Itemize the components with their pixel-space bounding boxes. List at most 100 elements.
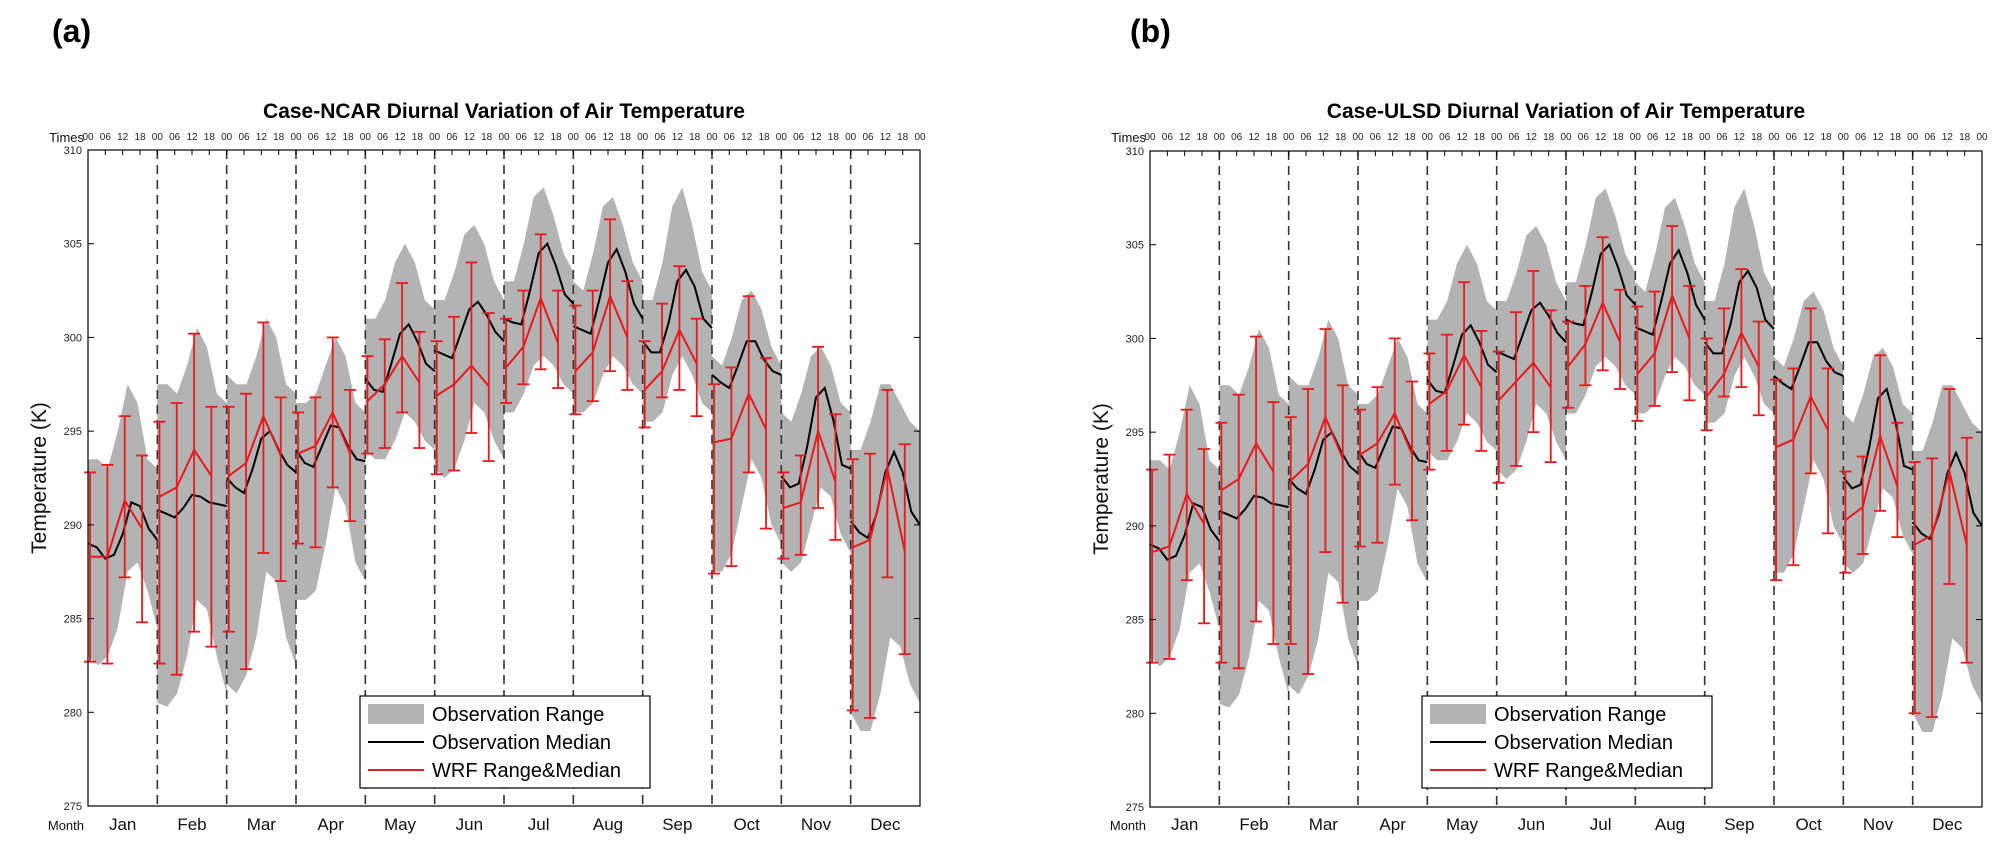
hour-tick-label: 12 [1456, 132, 1468, 143]
wrf-range-errorbar [1908, 461, 1921, 715]
y-tick-label: 305 [1126, 240, 1144, 252]
obs-median-line-oct [711, 340, 782, 390]
obs-range-band-oct [1774, 291, 1844, 573]
wrf-range-errorbar [1804, 307, 1817, 475]
hour-tick-label: 06 [1786, 132, 1798, 143]
hour-tick-label: 00 [1144, 132, 1156, 143]
wrf-range-errorbar [829, 413, 842, 541]
month-label-jun: Jun [456, 815, 483, 834]
obs-median-line-jul [503, 241, 575, 326]
hour-tick-label: 06 [1855, 132, 1867, 143]
wrf-range-errorbar [378, 338, 391, 449]
hour-tick-label: 18 [620, 132, 632, 143]
wrf-range-errorbar [465, 261, 478, 434]
hour-tick-label: 00 [1630, 132, 1642, 143]
hour-tick-label: 18 [1959, 132, 1971, 143]
hour-tick-label: 06 [377, 132, 389, 143]
wrf-range-errorbar [1475, 330, 1488, 452]
hour-tick-label: 00 [1907, 132, 1919, 143]
wrf-median-line-jul [505, 295, 560, 369]
hour-tick-label: 18 [828, 132, 840, 143]
legend: Observation Range Observation Median WRF R… [1421, 695, 1713, 789]
hour-tick-label: 06 [654, 132, 666, 143]
hour-tick-label: 06 [585, 132, 597, 143]
hour-tick-label: 00 [1422, 132, 1434, 143]
top-axis-label: Times [49, 130, 84, 145]
y-tick-label: 300 [1126, 333, 1144, 345]
month-label-jul: Jul [528, 815, 550, 834]
wrf-median-line-jul [1567, 300, 1622, 368]
y-tick-label: 300 [64, 332, 82, 344]
hour-tick-label: 00 [82, 132, 94, 143]
hour-tick-label: 18 [481, 132, 493, 143]
hour-tick-label: 00 [568, 132, 580, 143]
legend-label-obs-median: Observation Median [1494, 732, 1673, 754]
hour-tick-label: 00 [429, 132, 441, 143]
hour-tick-label: 06 [1439, 132, 1451, 143]
wrf-range-errorbar [240, 392, 253, 671]
hour-tick-label: 12 [117, 132, 129, 143]
obs-range-band-jul [1566, 188, 1636, 414]
hour-tick-label: 12 [1803, 132, 1815, 143]
hour-tick-label: 00 [290, 132, 302, 143]
chart-title: Case-NCAR Diurnal Variation of Air Tempe… [263, 100, 745, 123]
obs-range-band-jun [434, 224, 504, 478]
chart-panel-a: (a) Case-NCAR Diurnal Variation of Air Te… [28, 13, 926, 834]
wrf-range-errorbar [1267, 401, 1280, 645]
y-tick-label: 310 [64, 145, 82, 157]
wrf-range-errorbar [1423, 352, 1436, 471]
wrf-range-errorbar [1544, 309, 1557, 464]
obs-median-line-dec [849, 449, 921, 540]
wrf-range-errorbar [1458, 281, 1471, 426]
obs-median-line-dec [1911, 450, 1983, 541]
wrf-range-errorbar [1752, 320, 1765, 417]
hour-tick-label: 18 [1543, 132, 1555, 143]
wrf-range-errorbar [309, 396, 322, 549]
hour-tick-label: 18 [412, 132, 424, 143]
obs-range-band-jan [1150, 385, 1220, 667]
y-tick-label: 295 [1126, 427, 1144, 439]
top-axis-label: Times [1111, 130, 1146, 145]
hour-tick-label: 12 [672, 132, 684, 143]
legend-swatch-obs-range [368, 704, 424, 724]
wrf-range-errorbar [396, 282, 409, 414]
hour-tick-label: 06 [862, 132, 874, 143]
hour-tick-label: 06 [1647, 132, 1659, 143]
hour-tick-label: 18 [1890, 132, 1902, 143]
legend: Observation Range Observation Median WRF R… [359, 695, 651, 789]
hour-tick-label: 12 [1526, 132, 1538, 143]
hour-tick-label: 06 [1508, 132, 1520, 143]
hour-tick-label: 00 [706, 132, 718, 143]
wrf-range-errorbar [777, 471, 790, 560]
hour-tick-label: 12 [394, 132, 406, 143]
hour-tick-label: 06 [724, 132, 736, 143]
wrf-median-line-nov [1844, 432, 1899, 521]
wrf-range-errorbar [1215, 421, 1228, 664]
wrf-range-errorbar [569, 304, 582, 416]
hour-tick-label: 12 [1179, 132, 1191, 143]
wrf-range-errorbar [638, 340, 651, 429]
wrf-range-errorbar [1284, 416, 1297, 645]
hour-tick-label: 18 [1404, 132, 1416, 143]
hour-tick-label: 18 [1196, 132, 1208, 143]
obs-median-line-feb [156, 493, 227, 519]
obs-range-band-may [365, 243, 435, 460]
wrf-range-errorbar [1700, 337, 1713, 432]
hour-tick-label: 06 [1162, 132, 1174, 143]
obs-range-band-jan [88, 384, 158, 666]
wrf-range-errorbar [1319, 328, 1332, 553]
wrf-range-errorbar [1718, 307, 1731, 398]
obs-range-band-sep [642, 187, 712, 422]
wrf-range-errorbar [1146, 468, 1159, 664]
hour-tick-label: 12 [1664, 132, 1676, 143]
hour-tick-label: 18 [204, 132, 216, 143]
obs-median-line-jun [1496, 301, 1567, 361]
wrf-range-errorbar [222, 405, 235, 633]
wrf-range-errorbar [1527, 270, 1540, 434]
wrf-range-errorbar [1891, 421, 1904, 539]
hour-tick-label: 18 [1751, 132, 1763, 143]
wrf-range-errorbar [170, 402, 183, 676]
hour-tick-label: 00 [152, 132, 164, 143]
hour-tick-label: 18 [550, 132, 562, 143]
